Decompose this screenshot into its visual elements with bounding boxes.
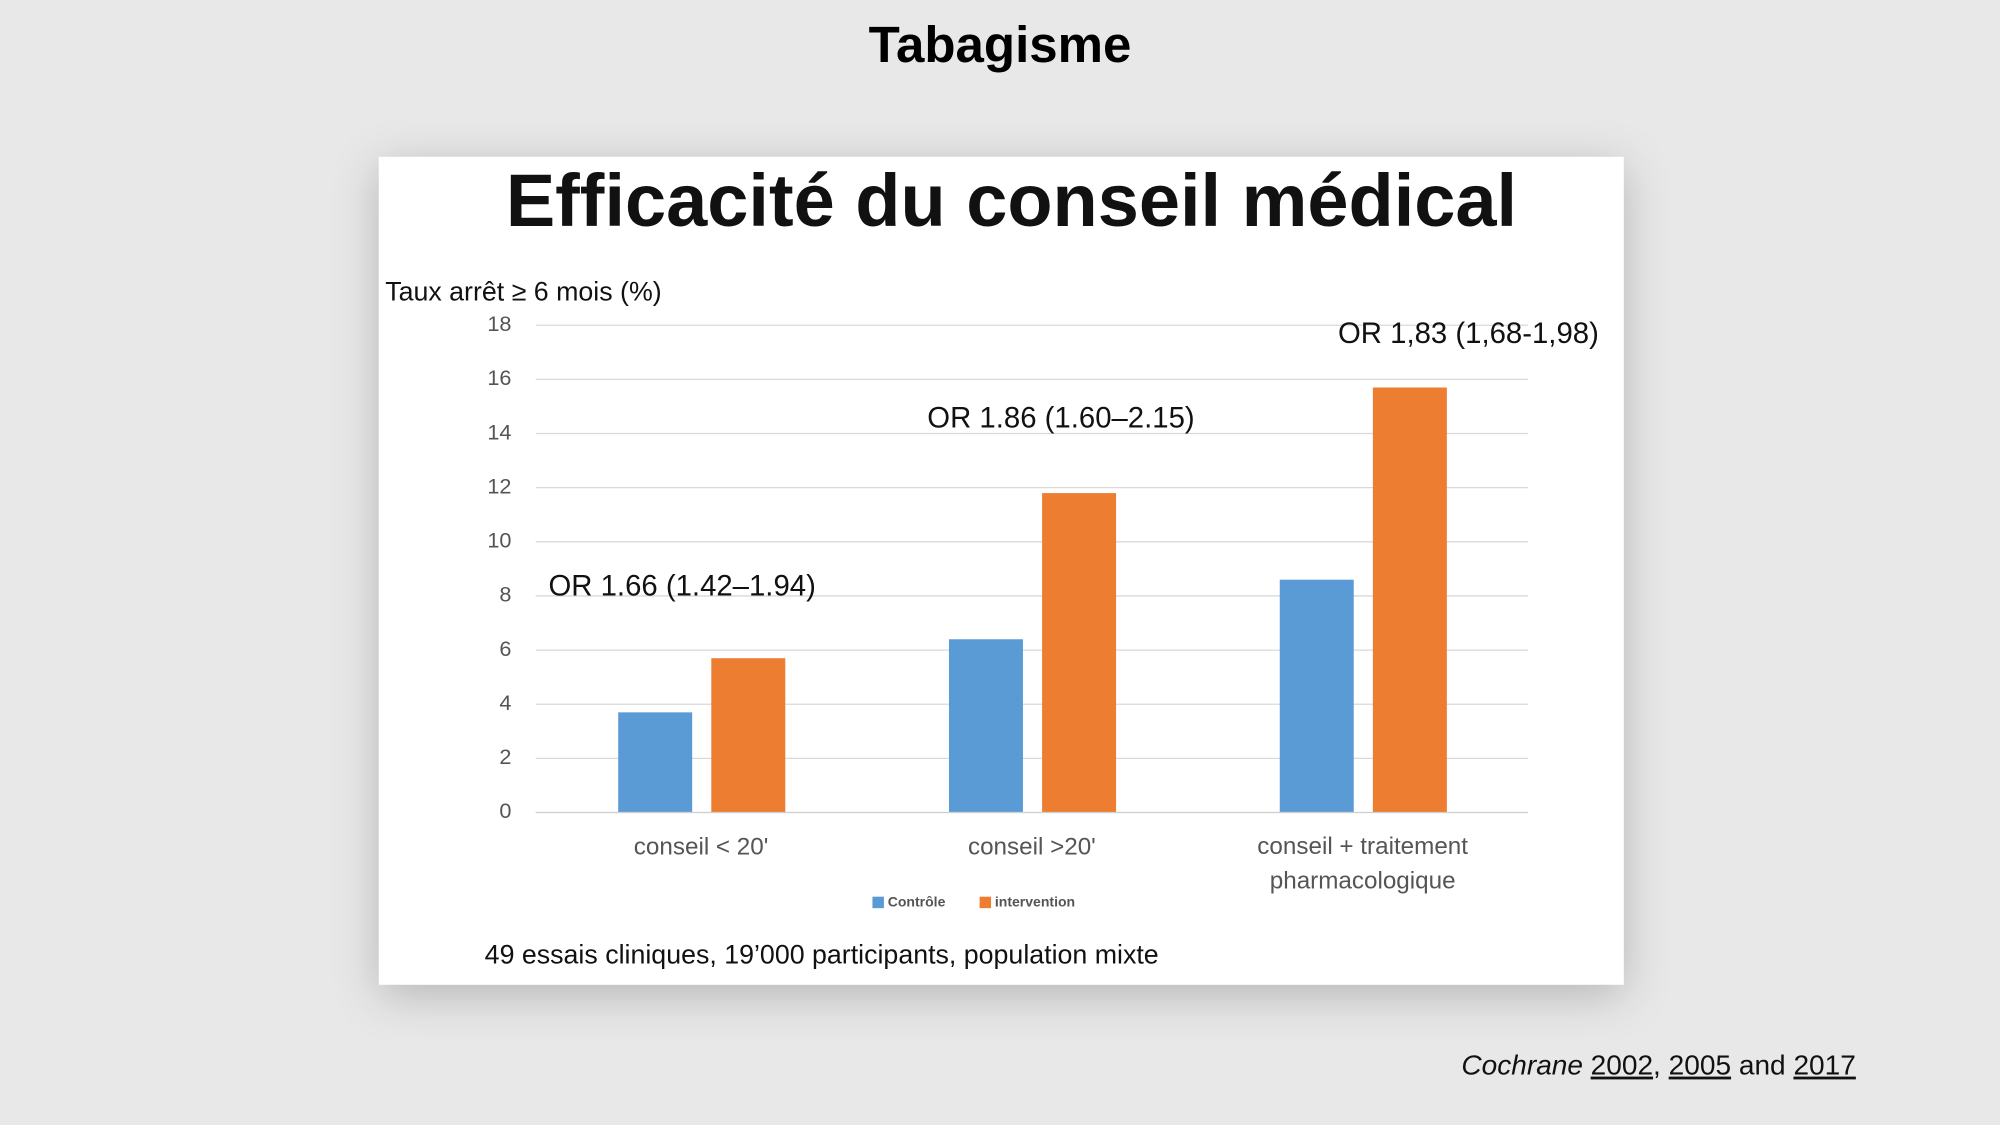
x-tick-label: conseil + traitement pharmacologique — [1257, 834, 1468, 895]
citation: Cochrane 2002, 2005 and 2017 — [1461, 1050, 1855, 1081]
y-tick-label: 0 — [499, 798, 511, 823]
legend-swatch — [979, 896, 992, 909]
citation-link[interactable]: 2002 — [1591, 1050, 1653, 1081]
x-tick-label: conseil >20' — [968, 834, 1096, 861]
bar — [1279, 579, 1354, 813]
y-tick-label: 14 — [487, 419, 511, 444]
citation-separator: and — [1731, 1050, 1793, 1081]
citation-link[interactable]: 2017 — [1793, 1050, 1855, 1081]
citation-separator: , — [1653, 1050, 1669, 1081]
x-tick-label: conseil < 20' — [634, 834, 769, 861]
y-tick-label: 8 — [499, 582, 511, 607]
bar — [1042, 493, 1117, 813]
y-tick-label: 18 — [487, 311, 511, 336]
chart-title: Efficacité du conseil médical — [506, 159, 1517, 242]
y-tick-label: 16 — [487, 365, 511, 390]
annotation: OR 1,83 (1,68-1,98) — [1338, 317, 1599, 350]
y-tick-label: 10 — [487, 528, 511, 553]
annotation: OR 1.86 (1.60–2.15) — [927, 401, 1194, 434]
bar — [948, 639, 1023, 813]
y-tick-label: 6 — [499, 636, 511, 661]
y-tick-label: 12 — [487, 473, 511, 498]
annotation: OR 1.66 (1.42–1.94) — [548, 570, 815, 603]
bar — [711, 658, 786, 813]
y-tick-label: 2 — [499, 744, 511, 769]
citation-source: Cochrane — [1461, 1050, 1583, 1081]
legend-swatch — [872, 896, 884, 909]
legend-label: Contrôle — [888, 894, 946, 910]
legend-label: intervention — [995, 894, 1075, 910]
y-axis-label: Taux arrêt ≥ 6 mois (%) — [385, 276, 661, 306]
y-tick-label: 4 — [499, 690, 511, 715]
bar — [618, 712, 693, 813]
bar — [1372, 387, 1447, 813]
citation-link[interactable]: 2005 — [1669, 1050, 1731, 1081]
slide-title: Tabagisme — [869, 16, 1132, 73]
footnote: 49 essais cliniques, 19’000 participants… — [485, 940, 1159, 970]
